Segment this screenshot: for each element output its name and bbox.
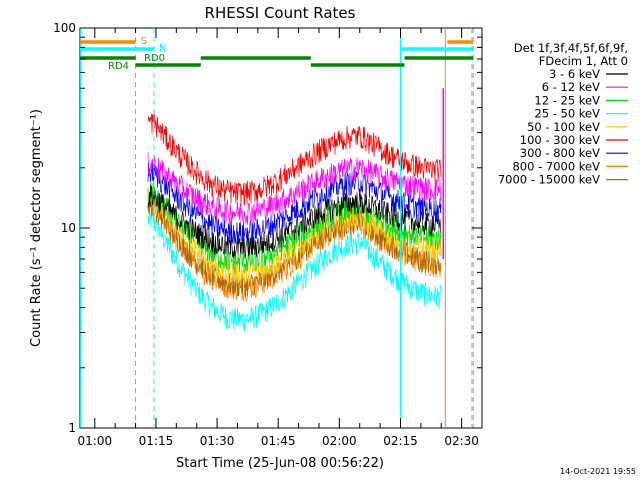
legend-header-line-1: Det 1f,3f,4f,5f,6f,9f, <box>514 41 628 55</box>
flag-label-s: S <box>141 36 147 47</box>
flag-label-rd4: RD4 <box>108 61 129 72</box>
series-line-100-300keV <box>147 112 442 207</box>
legend: Det 1f,3f,4f,5f,6f,9f, FDecim 1, Att 0 3… <box>498 41 628 187</box>
chart-title: RHESSI Count Rates <box>205 4 356 22</box>
y-axis-label: Count Rate (s⁻¹ detector segment⁻¹) <box>29 109 44 347</box>
y-tick-label: 10 <box>61 221 76 235</box>
series-line-300-800keV <box>147 161 442 245</box>
legend-entry-label: 25 - 50 keV <box>534 107 600 121</box>
generation-timestamp: 14-Oct-2021 19:55 <box>560 467 636 476</box>
flag-label-n: N <box>159 43 166 54</box>
legend-entry-label: 50 - 100 keV <box>527 120 600 134</box>
x-tick-label: 02:15 <box>383 434 418 448</box>
x-tick-label: 02:30 <box>444 434 479 448</box>
legend-entry-label: 12 - 25 keV <box>534 93 600 107</box>
series-layer <box>147 88 444 332</box>
x-tick-label: 01:15 <box>139 434 174 448</box>
legend-entry-label: 300 - 800 keV <box>520 146 600 160</box>
legend-entry-label: 800 - 7000 keV <box>512 159 600 173</box>
flag-label-rd0: RD0 <box>144 53 165 64</box>
y-tick-label: 1 <box>68 421 76 435</box>
series-line-3-6keV <box>147 184 442 260</box>
series-line-6-12keV <box>147 152 442 226</box>
x-tick-label: 01:45 <box>261 434 296 448</box>
x-tick-label: 01:00 <box>78 434 113 448</box>
x-tick-label: 02:00 <box>322 434 357 448</box>
y-tick-label: 100 <box>53 21 76 35</box>
x-axis: 01:00 01:15 01:30 01:45 02:00 02:15 02:30 <box>78 28 483 448</box>
y-axis: 1 10 100 <box>53 21 482 435</box>
legend-entry-label: 7000 - 15000 keV <box>498 173 600 187</box>
legend-header-line-2: FDecim 1, Att 0 <box>539 54 628 68</box>
legend-entry-label: 3 - 6 keV <box>549 67 600 81</box>
legend-entry-label: 6 - 12 keV <box>542 80 600 94</box>
series-line-25-50keV <box>147 208 442 332</box>
legend-entry-label: 100 - 300 keV <box>520 133 600 147</box>
x-axis-label: Start Time (25-Jun-08 00:56:22) <box>176 456 384 471</box>
x-tick-label: 01:30 <box>200 434 235 448</box>
